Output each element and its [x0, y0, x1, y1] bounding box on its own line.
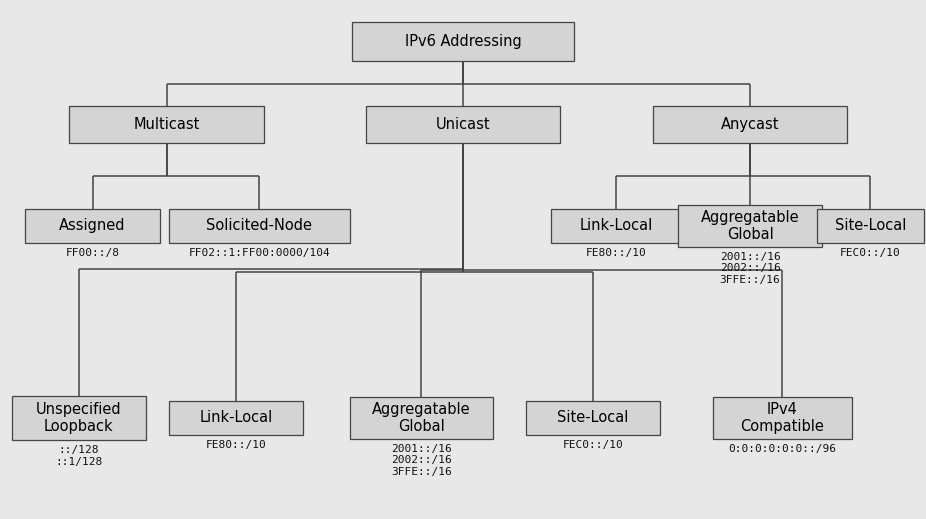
Text: Site-Local: Site-Local [834, 218, 907, 233]
Text: Aggregatable
Global: Aggregatable Global [701, 210, 799, 242]
Text: FEC0::/10: FEC0::/10 [562, 440, 623, 450]
Text: Unspecified
Loopback: Unspecified Loopback [36, 402, 121, 434]
Text: Link-Local: Link-Local [199, 411, 273, 425]
FancyBboxPatch shape [352, 22, 574, 61]
Text: 2001::/16
2002::/16
3FFE::/16: 2001::/16 2002::/16 3FFE::/16 [720, 252, 781, 285]
Text: Solicited-Node: Solicited-Node [206, 218, 312, 233]
Text: Anycast: Anycast [720, 117, 780, 132]
Text: Unicast: Unicast [436, 117, 490, 132]
Text: ::/128
::1/128: ::/128 ::1/128 [55, 445, 103, 467]
FancyBboxPatch shape [69, 106, 264, 143]
Text: IPv4
Compatible: IPv4 Compatible [741, 402, 824, 434]
Text: FF00::/8: FF00::/8 [66, 248, 119, 258]
FancyBboxPatch shape [350, 397, 493, 439]
Text: 2001::/16
2002::/16
3FFE::/16: 2001::/16 2002::/16 3FFE::/16 [391, 444, 452, 477]
Text: FE80::/10: FE80::/10 [585, 248, 646, 258]
FancyBboxPatch shape [526, 401, 659, 435]
Text: Assigned: Assigned [59, 218, 126, 233]
Text: Site-Local: Site-Local [557, 411, 629, 425]
FancyBboxPatch shape [26, 209, 159, 243]
Text: FE80::/10: FE80::/10 [206, 440, 267, 450]
FancyBboxPatch shape [679, 205, 822, 247]
Text: Multicast: Multicast [133, 117, 200, 132]
FancyBboxPatch shape [169, 401, 304, 435]
Text: Aggregatable
Global: Aggregatable Global [372, 402, 470, 434]
FancyBboxPatch shape [12, 395, 146, 440]
FancyBboxPatch shape [653, 106, 847, 143]
Text: 0:0:0:0:0:0::/96: 0:0:0:0:0:0::/96 [729, 444, 836, 454]
Text: FF02::1:FF00:0000/104: FF02::1:FF00:0000/104 [188, 248, 331, 258]
Text: Link-Local: Link-Local [579, 218, 653, 233]
FancyBboxPatch shape [713, 397, 852, 439]
FancyBboxPatch shape [817, 209, 924, 243]
Text: FEC0::/10: FEC0::/10 [840, 248, 901, 258]
FancyBboxPatch shape [551, 209, 681, 243]
FancyBboxPatch shape [366, 106, 560, 143]
Text: IPv6 Addressing: IPv6 Addressing [405, 34, 521, 49]
FancyBboxPatch shape [169, 209, 350, 243]
